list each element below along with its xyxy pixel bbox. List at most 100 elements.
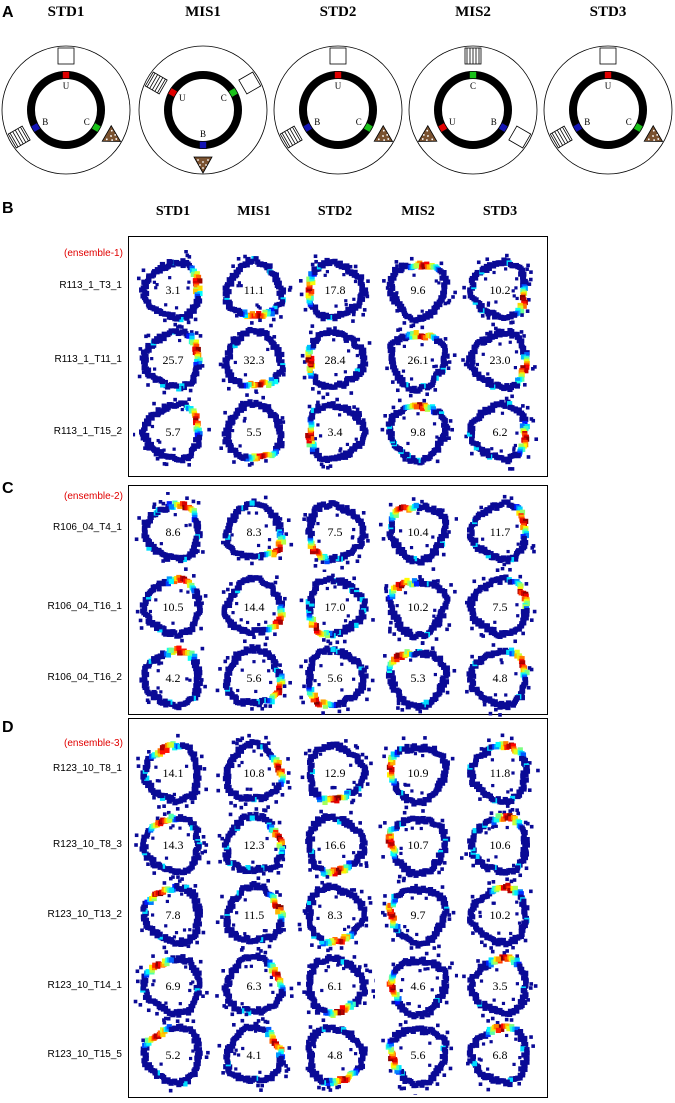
peak-rate-value: 5.7	[165, 425, 181, 439]
rate-map: 7.8	[133, 875, 213, 955]
cue-triangle-object	[643, 124, 664, 142]
arena-outer-wall	[543, 45, 673, 175]
peak-rate-value: 6.9	[165, 979, 181, 993]
peak-rate-value: 5.2	[165, 1048, 181, 1062]
peak-rate-value: 7.8	[165, 908, 181, 922]
rate-map: 6.8	[460, 1015, 540, 1095]
track-marker-c	[469, 71, 477, 79]
rate-map: 28.4	[295, 320, 375, 400]
peak-rate-value: 3.5	[492, 979, 508, 993]
arena-outer-wall	[1, 45, 131, 175]
peak-rate-value: 5.6	[246, 671, 262, 685]
track-marker-u	[62, 71, 70, 79]
peak-rate-value: 25.7	[162, 353, 184, 367]
cell-id-label: R113_1_T3_1	[59, 280, 122, 291]
track-marker-b	[498, 122, 509, 133]
rate-map: 4.8	[460, 638, 540, 718]
peak-rate-value: 4.6	[410, 979, 426, 993]
cue-striped-card	[144, 71, 168, 95]
rate-map: 5.6	[214, 638, 294, 718]
rate-map: 17.0	[295, 567, 375, 647]
peak-rate-value: 14.1	[162, 766, 184, 780]
cue-striped-card	[549, 125, 573, 149]
peak-rate-value: 7.5	[327, 525, 343, 539]
track-label-b: B	[491, 117, 497, 127]
cue-triangle-object	[373, 124, 394, 142]
peak-rate-value: 11.8	[489, 766, 511, 780]
cell-id-label: R123_10_T14_1	[47, 980, 122, 991]
panel-letter-d: D	[2, 719, 14, 736]
peak-rate-value: 12.9	[324, 766, 346, 780]
track-label-u: U	[63, 81, 70, 91]
rate-map: 6.1	[295, 946, 375, 1026]
arena-diagram-std3: U C B	[543, 45, 673, 175]
track-marker-u	[167, 87, 178, 98]
condition-title-std2: STD2	[319, 4, 357, 20]
rate-map: 4.8	[295, 1015, 375, 1095]
cell-id-label: R123_10_T8_1	[53, 763, 122, 774]
cue-white-card	[329, 47, 347, 65]
rate-map: 12.3	[214, 805, 294, 885]
rate-map: 6.2	[460, 392, 540, 472]
track-marker-u	[437, 122, 448, 133]
rate-map: 8.6	[133, 492, 213, 572]
track-marker-c	[363, 122, 374, 133]
rate-map: 23.0	[460, 320, 540, 400]
peak-rate-value: 8.3	[327, 908, 343, 922]
peak-rate-value: 28.4	[324, 353, 346, 367]
track-label-u: U	[179, 93, 186, 103]
rate-map: 6.9	[133, 946, 213, 1026]
rate-map: 5.5	[214, 392, 294, 472]
cue-white-card	[508, 125, 532, 149]
rate-map: 3.1	[133, 250, 213, 330]
track-label-b: B	[314, 117, 320, 127]
condition-title-std1: STD1	[47, 4, 85, 20]
rate-map: 5.7	[133, 392, 213, 472]
peak-rate-value: 14.4	[243, 600, 265, 614]
rate-map: 10.7	[378, 805, 458, 885]
peak-rate-value: 11.1	[243, 283, 265, 297]
column-header-std2: STD2	[317, 204, 353, 219]
rate-map: 9.8	[378, 392, 458, 472]
peak-rate-value: 17.8	[324, 283, 346, 297]
panel-letter-c: C	[2, 480, 14, 497]
rate-map: 10.4	[378, 492, 458, 572]
rate-map: 10.9	[378, 733, 458, 813]
peak-rate-value: 14.3	[162, 838, 184, 852]
peak-rate-value: 16.6	[324, 838, 346, 852]
peak-rate-value: 8.3	[246, 525, 262, 539]
peak-rate-value: 9.8	[410, 425, 426, 439]
rate-map: 17.8	[295, 250, 375, 330]
peak-rate-value: 26.1	[407, 353, 429, 367]
rate-map: 10.6	[460, 805, 540, 885]
track-label-b: B	[42, 117, 48, 127]
cell-id-label: R113_1_T11_1	[54, 354, 122, 365]
rate-map: 10.2	[460, 250, 540, 330]
rate-map: 14.4	[214, 567, 294, 647]
peak-rate-value: 9.7	[410, 908, 426, 922]
peak-rate-value: 7.5	[492, 600, 508, 614]
column-header-mis2: MIS2	[401, 204, 435, 219]
cell-id-label: R113_1_T15_2	[53, 426, 122, 437]
peak-rate-value: 6.3	[246, 979, 262, 993]
rate-map: 3.4	[295, 392, 375, 472]
rate-map: 32.3	[214, 320, 294, 400]
rate-map: 10.5	[133, 567, 213, 647]
rate-map: 14.3	[133, 805, 213, 885]
rate-map: 9.6	[378, 250, 458, 330]
rate-map: 25.7	[133, 320, 213, 400]
panel-b-frame	[128, 236, 548, 477]
peak-rate-value: 5.6	[410, 1048, 426, 1062]
rate-map: 11.7	[460, 492, 540, 572]
column-header-std1: STD1	[155, 204, 191, 219]
peak-rate-value: 11.7	[489, 525, 511, 539]
track-marker-b	[199, 141, 207, 149]
column-header-mis1: MIS1	[237, 204, 271, 219]
peak-rate-value: 10.2	[489, 908, 511, 922]
cell-id-label: R106_04_T16_2	[47, 672, 122, 683]
cue-white-card	[57, 47, 75, 65]
rate-map: 14.1	[133, 733, 213, 813]
cell-id-label: R106_04_T16_1	[47, 601, 122, 612]
cue-striped-card	[464, 47, 482, 65]
rate-map: 3.5	[460, 946, 540, 1026]
